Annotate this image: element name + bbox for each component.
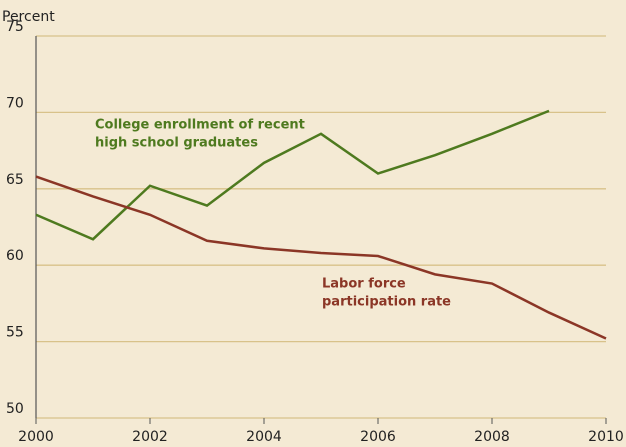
series-line [35, 175, 607, 340]
series-line [35, 109, 550, 241]
y-tick-label: 75 [6, 19, 24, 35]
x-tick-label: 2010 [588, 429, 624, 445]
y-tick-label: 65 [6, 172, 24, 188]
annotation: high school graduates [95, 136, 258, 151]
annotation: Labor force [322, 277, 406, 292]
annotation: College enrollment of recent [95, 118, 305, 133]
x-tick-label: 2000 [18, 429, 54, 445]
y-tick-label: 55 [6, 325, 24, 341]
x-tick-label: 2002 [132, 429, 168, 445]
x-tick-label: 2004 [246, 429, 282, 445]
y-tick-label: 60 [6, 248, 24, 264]
y-axis-label: Percent [2, 9, 55, 25]
y-tick-label: 50 [6, 401, 24, 417]
x-tick-label: 2006 [360, 429, 396, 445]
y-tick-label: 70 [6, 95, 24, 111]
x-tick-label: 2008 [474, 429, 510, 445]
annotation: participation rate [322, 295, 451, 310]
